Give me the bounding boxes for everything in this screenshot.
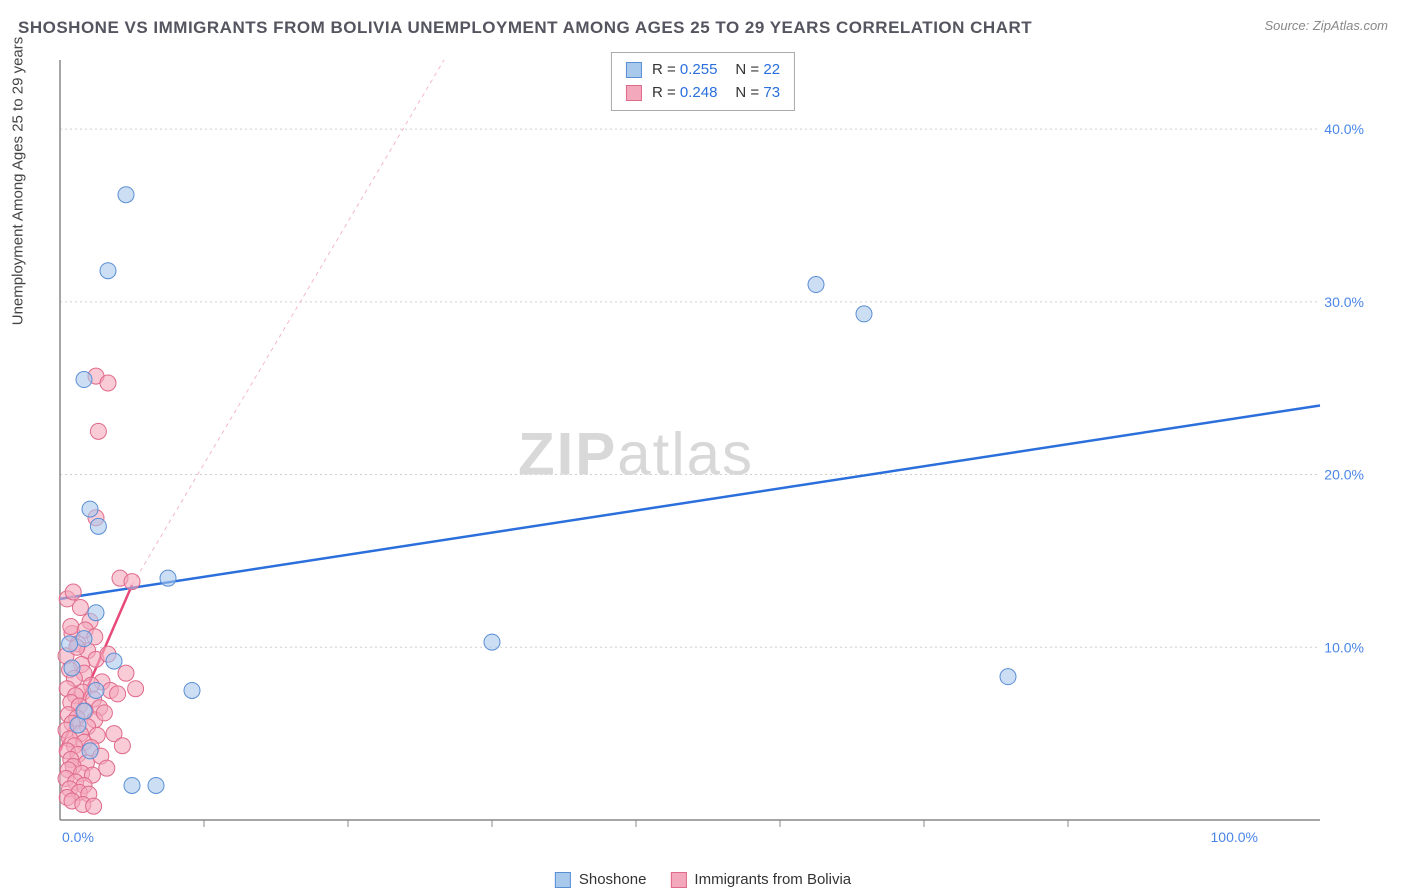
- data-point-pink: [86, 798, 102, 814]
- data-point-pink: [100, 375, 116, 391]
- data-point-pink: [124, 574, 140, 590]
- legend-label: Shoshone: [579, 871, 647, 888]
- x-tick-label: 100.0%: [1211, 829, 1258, 845]
- data-point-blue: [76, 703, 92, 719]
- data-point-pink: [128, 681, 144, 697]
- scatter-chart: 10.0% 20.0% 30.0% 40.0% 0.0% 100.0% ZIPatlas: [50, 50, 1370, 850]
- legend-label: Immigrants from Bolivia: [694, 871, 851, 888]
- data-point-blue: [88, 605, 104, 621]
- chart-title: SHOSHONE VS IMMIGRANTS FROM BOLIVIA UNEM…: [18, 18, 1032, 38]
- swatch-pink-icon: [670, 872, 686, 888]
- swatch-pink-icon: [626, 85, 642, 101]
- data-point-blue: [62, 636, 78, 652]
- watermark: ZIPatlas: [518, 421, 754, 488]
- trend-line-pink-dashed: [132, 60, 444, 585]
- y-tick-label: 40.0%: [1324, 121, 1364, 137]
- data-point-blue: [124, 777, 140, 793]
- y-axis-label: Unemployment Among Ages 25 to 29 years: [10, 37, 27, 326]
- data-point-blue: [118, 187, 134, 203]
- data-point-pink: [96, 705, 112, 721]
- legend-item-shoshone: Shoshone: [555, 871, 647, 888]
- swatch-blue-icon: [555, 872, 571, 888]
- data-point-blue: [160, 570, 176, 586]
- data-point-blue: [100, 263, 116, 279]
- swatch-blue-icon: [626, 62, 642, 78]
- data-point-blue: [76, 631, 92, 647]
- data-point-pink: [114, 738, 130, 754]
- data-point-blue: [856, 306, 872, 322]
- legend-series: Shoshone Immigrants from Bolivia: [555, 871, 851, 888]
- source-label: Source: ZipAtlas.com: [1264, 18, 1388, 33]
- data-point-blue: [184, 682, 200, 698]
- data-point-blue: [82, 501, 98, 517]
- legend-stats-row-blue: R = 0.255N = 22: [626, 59, 780, 82]
- data-point-blue: [484, 634, 500, 650]
- x-tick-label: 0.0%: [62, 829, 94, 845]
- data-point-blue: [106, 653, 122, 669]
- data-point-blue: [90, 518, 106, 534]
- data-point-pink: [63, 619, 79, 635]
- data-point-blue: [808, 277, 824, 293]
- y-tick-label: 10.0%: [1324, 639, 1364, 655]
- y-tick-label: 30.0%: [1324, 294, 1364, 310]
- data-point-pink: [90, 423, 106, 439]
- legend-stats: R = 0.255N = 22 R = 0.248N = 73: [611, 52, 795, 111]
- data-point-blue: [1000, 669, 1016, 685]
- data-point-pink: [110, 686, 126, 702]
- data-point-blue: [88, 682, 104, 698]
- data-point-blue: [82, 743, 98, 759]
- data-point-pink: [118, 665, 134, 681]
- legend-stats-row-pink: R = 0.248N = 73: [626, 82, 780, 105]
- y-tick-label: 20.0%: [1324, 467, 1364, 483]
- data-point-blue: [64, 660, 80, 676]
- data-point-pink: [65, 584, 81, 600]
- data-point-pink: [99, 760, 115, 776]
- data-point-blue: [76, 372, 92, 388]
- legend-item-bolivia: Immigrants from Bolivia: [670, 871, 851, 888]
- data-point-blue: [148, 777, 164, 793]
